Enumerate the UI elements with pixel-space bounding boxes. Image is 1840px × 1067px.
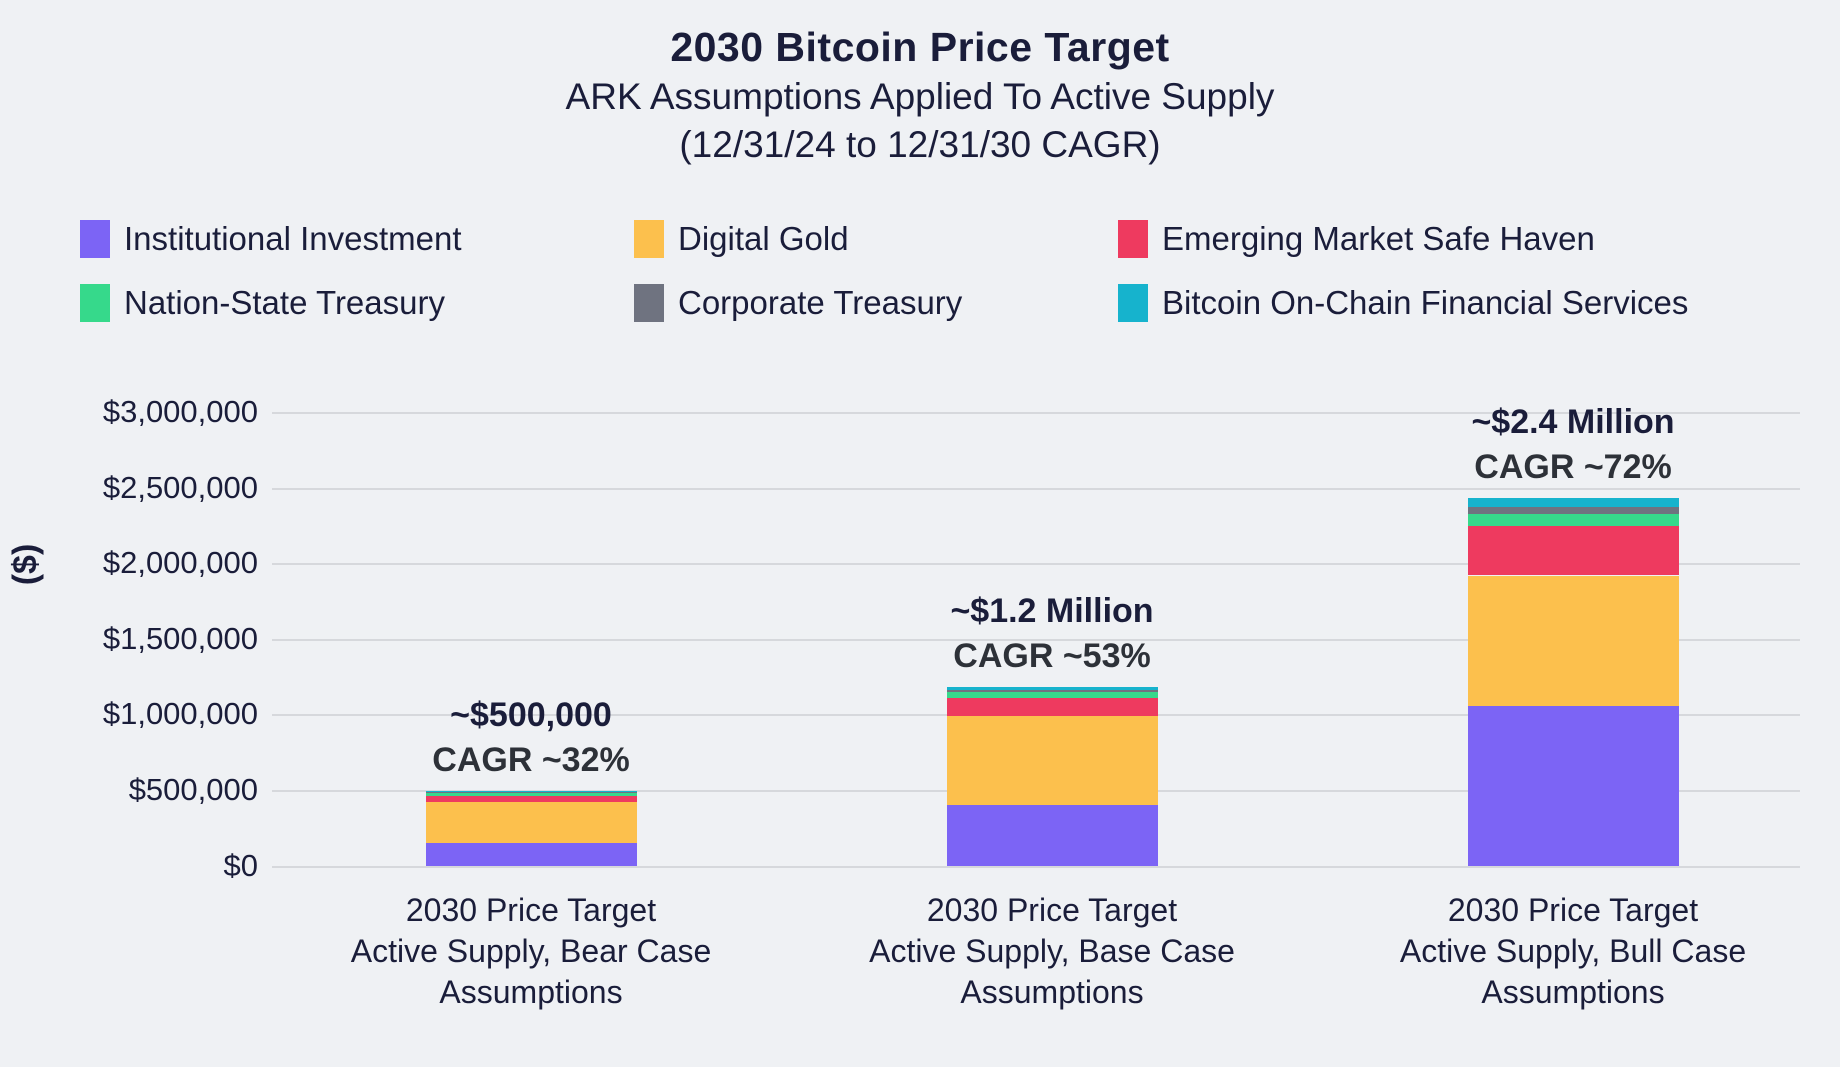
bar-3-segment-institutional-investment [1467,706,1679,867]
x-axis-label-line: Assumptions [439,974,623,1010]
annotation-cagr: CAGR ~32% [432,740,630,779]
legend-swatch-icon [634,220,664,258]
bar-1-annotation: ~$500,000 CAGR ~32% [432,693,629,783]
legend-swatch-icon [80,220,110,258]
x-axis-label-1: 2030 Price Target Active Supply, Bear Cas… [251,890,811,1013]
chart-title: 2030 Bitcoin Price Target [670,24,1170,70]
legend-item-institutional-investment: Institutional Investment [80,220,634,258]
bar-2-segment-corporate-treasury [946,689,1158,692]
legend-swatch-icon [80,284,110,322]
legend-swatch-icon [1118,220,1148,258]
bar-3-segment-corporate-treasury [1467,507,1679,514]
legend-item-corporate-treasury: Corporate Treasury [634,284,1118,322]
y-tick-label: $2,500,000 [102,469,258,505]
bar-2-segment-institutional-investment [946,805,1158,867]
bar-1-segment-corporate-treasury [425,792,637,794]
gridline-3-000-000 [272,412,1800,414]
legend-swatch-icon [634,284,664,322]
chart-subtitle-line1: ARK Assumptions Applied To Active Supply [565,76,1275,117]
annotation-price: ~$1.2 Million [950,591,1154,630]
y-tick-label: $0 [223,847,258,883]
bar-3-segment-bitcoin-on-chain-financial-services [1467,497,1679,508]
y-tick-label: $2,000,000 [102,545,258,581]
legend-label: Nation-State Treasury [124,284,445,321]
bar-1-segment-bitcoin-on-chain-financial-services [425,790,637,793]
y-tick-label: $3,000,000 [102,394,258,429]
annotation-cagr: CAGR ~72% [1474,447,1672,486]
bar-2-segment-emerging-market-safe-haven [946,697,1158,717]
legend: Institutional Investment Digital Gold Emer… [80,220,1820,322]
x-axis-label-2: 2030 Price Target Active Supply, Base Cas… [772,890,1332,1013]
legend-label: Digital Gold [678,220,849,257]
bar-1-segment-emerging-market-safe-haven [425,796,637,803]
annotation-price: ~$2.4 Million [1471,402,1675,441]
bar-1-segment-digital-gold [425,802,637,844]
annotation-cagr: CAGR ~53% [953,636,1151,675]
bar-1-segment-institutional-investment [425,843,637,867]
bar-2-segment-bitcoin-on-chain-financial-services [946,686,1158,690]
x-axis-label-line: 2030 Price Target [1447,892,1699,928]
x-axis-label-line: Assumptions [960,974,1144,1010]
legend-item-digital-gold: Digital Gold [634,220,1118,258]
chart-subtitle-line2: (12/31/24 to 12/31/30 CAGR) [679,124,1161,165]
x-axis-label-line: Active Supply, Bull Case [1399,933,1747,969]
bar-2-annotation: ~$1.2 Million CAGR ~53% [950,589,1153,679]
x-axis-label-line: 2030 Price Target [405,892,657,928]
legend-item-nation-state-treasury: Nation-State Treasury [80,284,634,322]
bar-2-segment-nation-state-treasury [946,691,1158,698]
legend-label: Bitcoin On-Chain Financial Services [1162,284,1689,321]
x-axis-label-line: 2030 Price Target [926,892,1178,928]
y-tick-label: $500,000 [128,771,258,807]
y-tick-label: $1,000,000 [102,696,258,732]
legend-item-emerging-market-safe-haven: Emerging Market Safe Haven [1118,220,1820,258]
legend-label: Corporate Treasury [678,284,963,321]
bar-3-segment-nation-state-treasury [1467,513,1679,526]
x-axis-label-3: 2030 Price Target Active Supply, Bull Cas… [1293,890,1840,1013]
bar-3-segment-emerging-market-safe-haven [1467,525,1679,576]
x-axis-label-line: Active Supply, Bear Case [350,933,712,969]
gridline-2-000-000 [272,563,1800,566]
y-tick-label: $1,500,000 [102,620,258,656]
legend-swatch-icon [1118,284,1148,322]
bar-3-segment-digital-gold [1467,575,1679,707]
legend-label: Institutional Investment [124,220,462,257]
bar-1-segment-nation-state-treasury [425,793,637,797]
gridline-1-500-000 [272,638,1800,641]
x-axis-label-line: Active Supply, Base Case [869,933,1235,969]
legend-item-bitcoin-on-chain-financial-services: Bitcoin On-Chain Financial Services [1118,284,1820,322]
gridline-0 [272,865,1800,868]
legend-label: Emerging Market Safe Haven [1162,220,1595,257]
bar-2-segment-digital-gold [946,716,1158,806]
bar-3-annotation: ~$2.4 Million CAGR ~72% [1471,400,1674,490]
annotation-price: ~$500,000 [450,695,612,734]
x-axis-label-line: Assumptions [1481,974,1665,1010]
gridline-2-500-000 [272,487,1800,490]
